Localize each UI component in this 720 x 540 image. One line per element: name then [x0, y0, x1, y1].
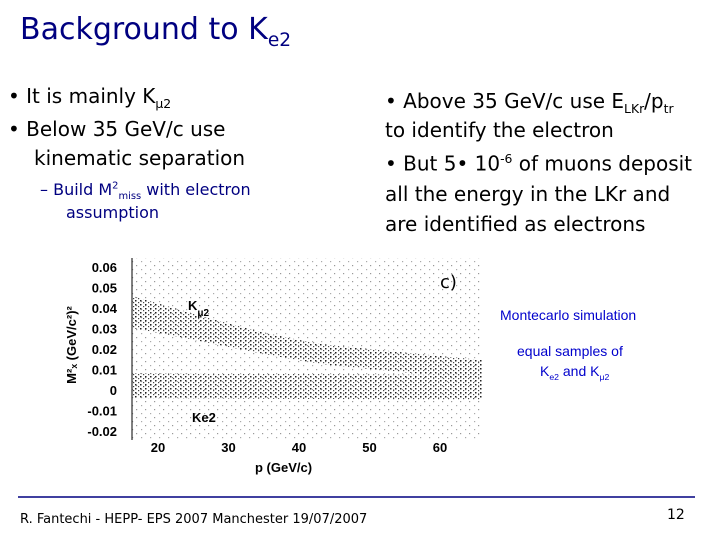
- text-run: μ2: [155, 96, 172, 111]
- text-run: • Above 35 GeV/c use E: [385, 89, 625, 113]
- y-tick-label: -0.01: [87, 404, 117, 419]
- y-tick-label: 0: [110, 383, 117, 398]
- text-run: μ2: [197, 308, 209, 319]
- ke2-band: [132, 373, 482, 400]
- text-run: kinematic separation: [34, 146, 246, 170]
- text-run: K: [540, 363, 550, 379]
- footer: R. Fantechi - HEPP- EPS 2007 Manchester …: [20, 512, 368, 527]
- text-run: K: [188, 298, 198, 313]
- text-run: with electron: [141, 180, 251, 199]
- text-run: miss: [118, 191, 142, 203]
- title: Background to Ke2: [20, 12, 291, 51]
- band-label: Kμ2: [188, 298, 210, 319]
- y-axis-label: M²ₓ (GeV/c²)²: [64, 305, 79, 383]
- x-tick-label: 20: [151, 440, 165, 455]
- text-run: μ2: [599, 371, 610, 382]
- x-tick-label: 60: [433, 440, 447, 455]
- text-run: • Below 35 GeV/c use: [8, 117, 226, 141]
- panel-label: c): [440, 272, 457, 293]
- bullet: kinematic separation: [34, 146, 245, 170]
- text-run: assumption: [66, 203, 160, 222]
- text-run: e2: [549, 371, 559, 382]
- y-tick-label: 0.03: [92, 322, 117, 337]
- text-run: • It is mainly K: [8, 84, 156, 108]
- text-run: • But 5• 10: [385, 151, 501, 176]
- y-tick-label: 0.05: [92, 281, 117, 296]
- text-run: Background to K: [20, 12, 268, 47]
- text-run: are identified as electrons: [385, 212, 646, 236]
- y-tick-label: -0.02: [87, 424, 117, 439]
- text-run: /p: [644, 89, 664, 113]
- y-tick-label: 0.01: [92, 363, 117, 378]
- kmu2-band: [132, 296, 482, 378]
- text-run: – Build M: [40, 180, 113, 199]
- x-axis-label: p (GeV/c): [255, 460, 312, 475]
- text-run: e2: [267, 30, 292, 51]
- y-tick-label: 0.04: [92, 301, 118, 316]
- text-line: • Above 35 GeV/c use ELKr/ptr: [385, 89, 674, 116]
- text-line: • But 5• 10-6 of muons deposit: [385, 151, 692, 176]
- text-line: to identify the electron: [385, 118, 614, 142]
- x-tick-label: 50: [362, 440, 376, 455]
- text-run: tr: [663, 101, 674, 116]
- text-run: LKr: [624, 101, 645, 116]
- text-line: all the energy in the LKr and: [385, 182, 670, 206]
- note-title: Montecarlo simulation: [500, 307, 637, 323]
- y-tick-label: 0.06: [92, 260, 117, 275]
- note: Ke2 and Kμ2: [540, 363, 609, 382]
- bullet: • Below 35 GeV/c use: [8, 117, 225, 141]
- x-tick-label: 40: [292, 440, 306, 455]
- text-line: are identified as electrons: [385, 212, 645, 236]
- page-number: 12: [667, 507, 685, 523]
- x-tick-label: 30: [221, 440, 235, 455]
- text-run: 2: [112, 180, 119, 192]
- sub-bullet: assumption: [66, 203, 159, 222]
- text-run: of muons deposit: [512, 151, 693, 176]
- text-run: -6: [500, 151, 513, 166]
- y-tick-label: 0.02: [92, 342, 117, 357]
- band-label: Ke2: [192, 410, 216, 425]
- sub-bullet: – Build M2miss with electron: [40, 180, 251, 202]
- text-run: and K: [559, 363, 600, 379]
- text-run: to identify the electron: [385, 118, 614, 142]
- note: equal samples of: [517, 343, 623, 359]
- bullet: • It is mainly Kμ2: [8, 84, 171, 111]
- text-run: all the energy in the LKr and: [385, 182, 671, 206]
